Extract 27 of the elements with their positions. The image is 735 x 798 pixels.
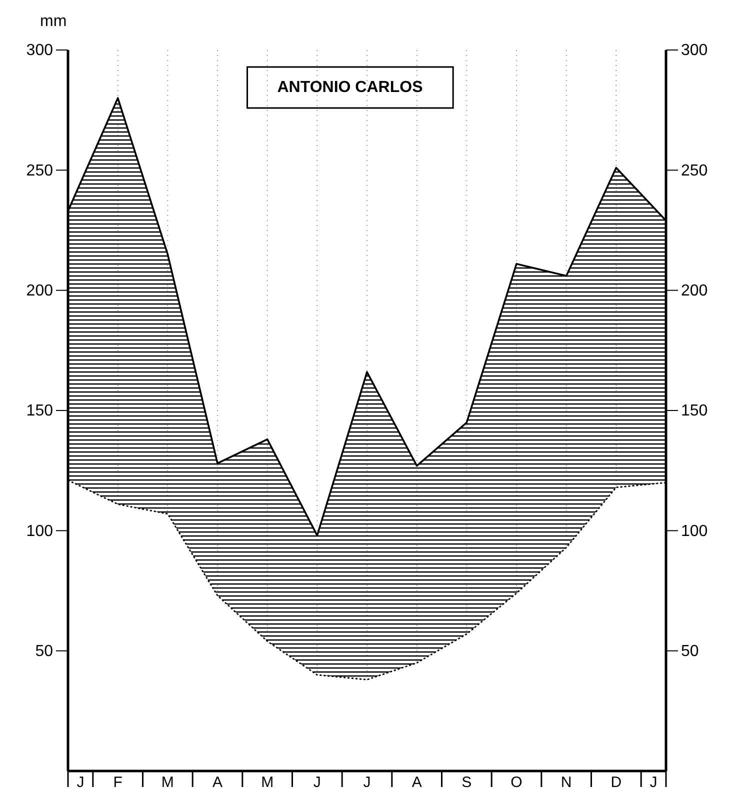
x-tick-label: J xyxy=(363,774,371,791)
y-axis-title: mm xyxy=(40,13,67,30)
y-tick-label: 50 xyxy=(35,642,54,660)
y-tick-label: 200 xyxy=(26,282,54,300)
x-tick-label: A xyxy=(412,774,422,791)
x-tick-label: D xyxy=(610,774,622,791)
y2-tick-label: 100 xyxy=(681,522,708,540)
y-tick-label: 150 xyxy=(26,402,54,420)
y2-tick-label: 50 xyxy=(681,642,699,660)
y2-tick-label: 300 xyxy=(681,42,708,60)
x-tick-label: J xyxy=(313,774,321,791)
y2-tick-label: 200 xyxy=(681,282,708,300)
x-tick-label: S xyxy=(462,774,472,791)
text: ANTONIO CARLOS xyxy=(277,79,424,96)
y2-tick-label: 150 xyxy=(681,402,708,420)
x-tick-label: O xyxy=(510,774,522,791)
x-tick-label: F xyxy=(113,774,122,791)
y2-tick-label: 250 xyxy=(681,162,708,180)
y-tick-label: 100 xyxy=(26,522,54,540)
x-tick-label: M xyxy=(161,774,174,791)
y-tick-label: 250 xyxy=(26,162,54,180)
x-tick-label: N xyxy=(560,774,572,791)
y-tick-label: 300 xyxy=(26,42,54,60)
x-tick-label: J xyxy=(76,774,84,791)
x-tick-label: J xyxy=(650,774,658,791)
x-tick-label: M xyxy=(261,774,274,791)
x-tick-label: A xyxy=(212,774,223,791)
